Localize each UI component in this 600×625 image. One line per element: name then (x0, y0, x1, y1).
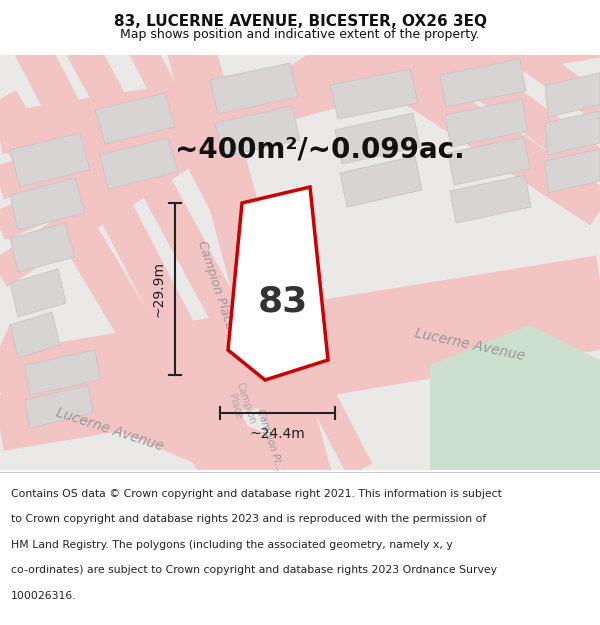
Polygon shape (335, 113, 420, 164)
Polygon shape (545, 73, 600, 117)
Text: 100026316.: 100026316. (11, 591, 76, 601)
Polygon shape (545, 111, 600, 155)
Text: Campion Pl...: Campion Pl... (255, 408, 285, 472)
Text: ~400m²/~0.099ac.: ~400m²/~0.099ac. (175, 136, 465, 164)
Polygon shape (228, 187, 328, 380)
Polygon shape (448, 137, 530, 185)
Polygon shape (430, 325, 600, 470)
Text: Lucerne Avenue: Lucerne Avenue (55, 406, 166, 454)
Text: ~29.9m: ~29.9m (151, 261, 165, 317)
Polygon shape (340, 156, 422, 207)
Polygon shape (25, 385, 93, 428)
Text: Campion Place: Campion Place (194, 239, 235, 331)
Text: 83: 83 (257, 284, 308, 318)
Text: to Crown copyright and database rights 2023 and is reproduced with the permissio: to Crown copyright and database rights 2… (11, 514, 486, 524)
Polygon shape (10, 178, 85, 230)
Polygon shape (440, 59, 526, 107)
Polygon shape (445, 99, 528, 147)
Polygon shape (100, 138, 178, 189)
Polygon shape (450, 175, 531, 223)
Text: Campion
Place: Campion Place (223, 381, 257, 429)
Text: Map shows position and indicative extent of the property.: Map shows position and indicative extent… (120, 28, 480, 41)
Polygon shape (210, 63, 298, 114)
Polygon shape (10, 269, 66, 317)
Text: co-ordinates) are subject to Crown copyright and database rights 2023 Ordnance S: co-ordinates) are subject to Crown copyr… (11, 566, 497, 576)
Polygon shape (25, 350, 100, 395)
Text: ~24.4m: ~24.4m (250, 427, 305, 441)
Text: 83, LUCERNE AVENUE, BICESTER, OX26 3EQ: 83, LUCERNE AVENUE, BICESTER, OX26 3EQ (113, 14, 487, 29)
Text: Lucerne Avenue: Lucerne Avenue (413, 326, 526, 364)
Polygon shape (10, 133, 90, 187)
Polygon shape (545, 149, 600, 193)
Polygon shape (95, 93, 175, 144)
Polygon shape (215, 106, 300, 157)
Polygon shape (330, 69, 418, 119)
Text: Contains OS data © Crown copyright and database right 2021. This information is : Contains OS data © Crown copyright and d… (11, 489, 502, 499)
Polygon shape (10, 223, 75, 272)
Polygon shape (10, 312, 60, 358)
Text: HM Land Registry. The polygons (including the associated geometry, namely x, y: HM Land Registry. The polygons (includin… (11, 540, 452, 550)
